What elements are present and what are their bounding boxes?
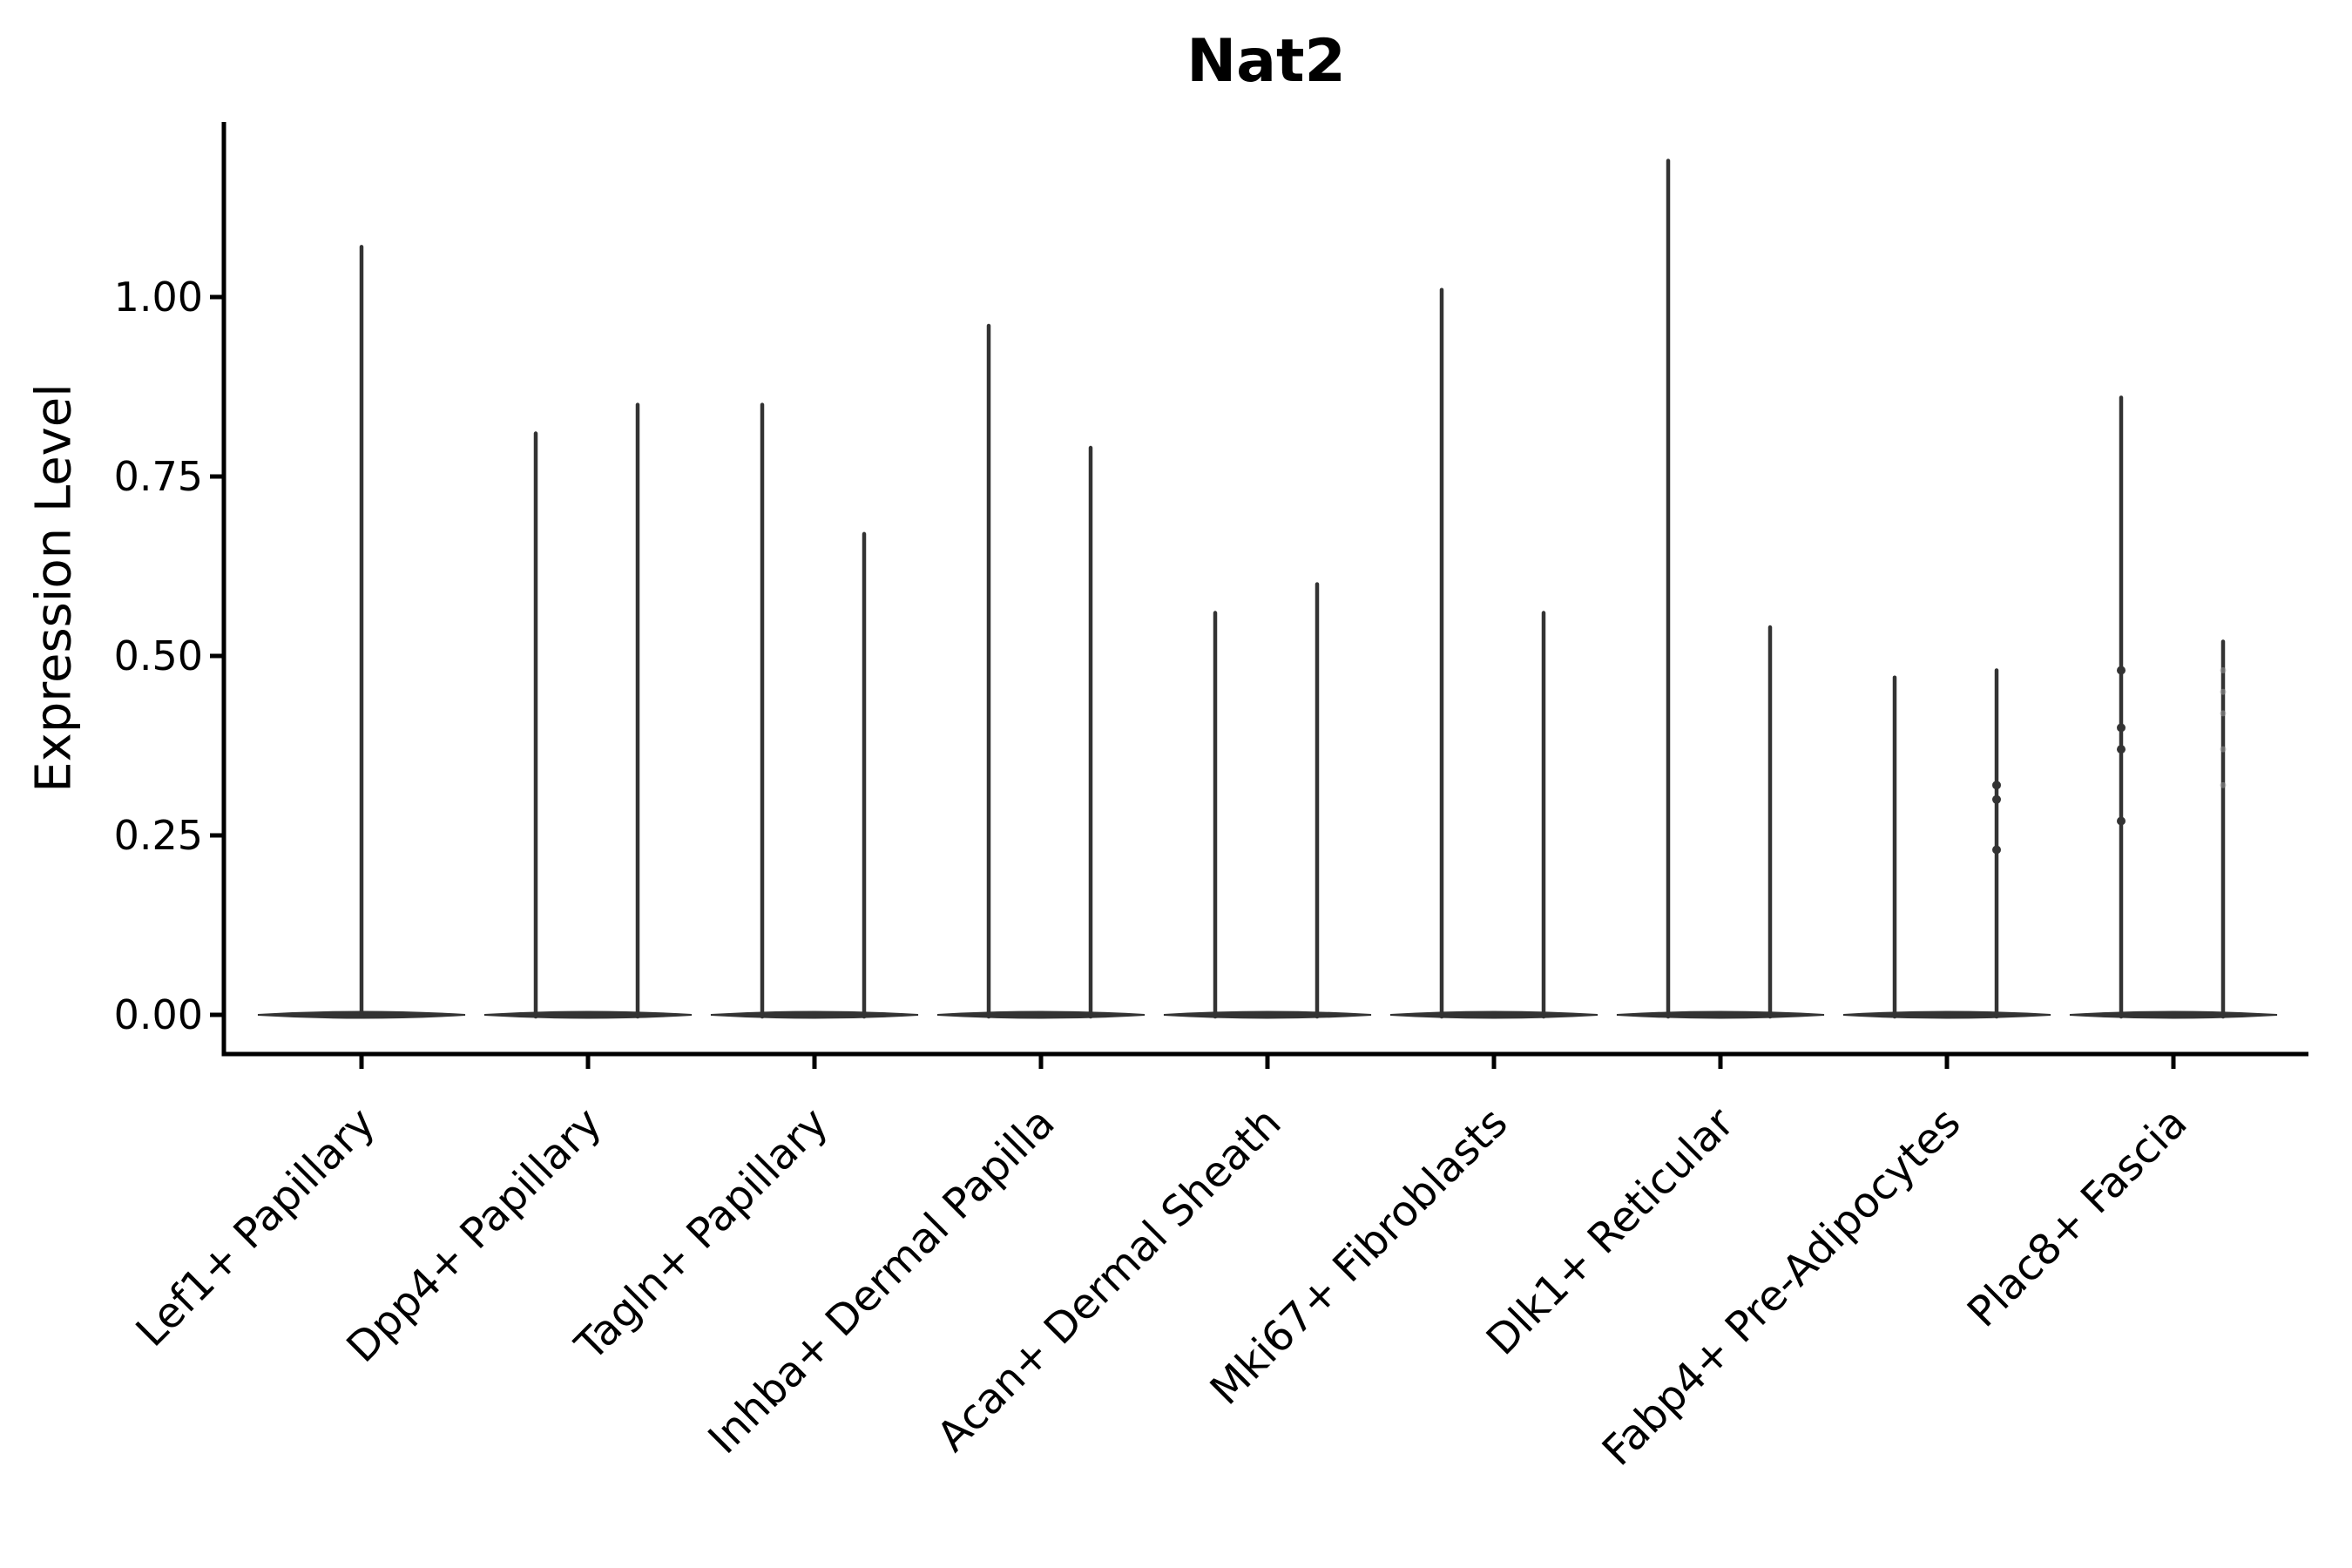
data-point-faint: [2220, 666, 2227, 673]
y-tick-label: 0.50: [114, 632, 203, 679]
data-point-faint: [2220, 746, 2227, 753]
violin-body: [710, 1010, 919, 1019]
data-point: [2117, 745, 2126, 754]
data-point: [2117, 816, 2126, 826]
data-point-faint: [2220, 710, 2227, 717]
data-point: [2117, 723, 2126, 733]
violin-body: [1842, 1010, 2051, 1019]
plot-title: Nat2: [1186, 27, 1346, 96]
data-point: [1992, 794, 2001, 804]
violin-body: [1163, 1010, 1372, 1019]
y-tick-label: 0.25: [114, 812, 203, 859]
violin-body: [1389, 1010, 1598, 1019]
x-tick-label: Tagln+ Papillary: [565, 1098, 837, 1370]
x-tick-label: Plac8+ Fascia: [1958, 1098, 2197, 1337]
data-point: [1992, 845, 2001, 855]
violin-body: [2069, 1010, 2278, 1019]
data-point: [1992, 781, 2001, 790]
violin-body: [483, 1010, 693, 1019]
x-tick-label: Fabp4+ Pre-Adipocytes: [1593, 1098, 1970, 1476]
x-tick-label: Lef1+ Papillary: [127, 1098, 385, 1356]
y-tick-label: 0.75: [114, 453, 203, 500]
y-tick-label: 1.00: [114, 274, 203, 321]
y-tick-label: 0.00: [114, 991, 203, 1038]
data-point-faint: [2220, 688, 2227, 695]
axis-spines: [221, 122, 2308, 1057]
data-point-faint: [2220, 781, 2227, 788]
violin-body: [936, 1010, 1146, 1019]
violin-body: [1616, 1010, 1825, 1019]
data-point: [2117, 666, 2126, 675]
x-tick-label: Dlk1+ Reticular: [1477, 1098, 1744, 1365]
